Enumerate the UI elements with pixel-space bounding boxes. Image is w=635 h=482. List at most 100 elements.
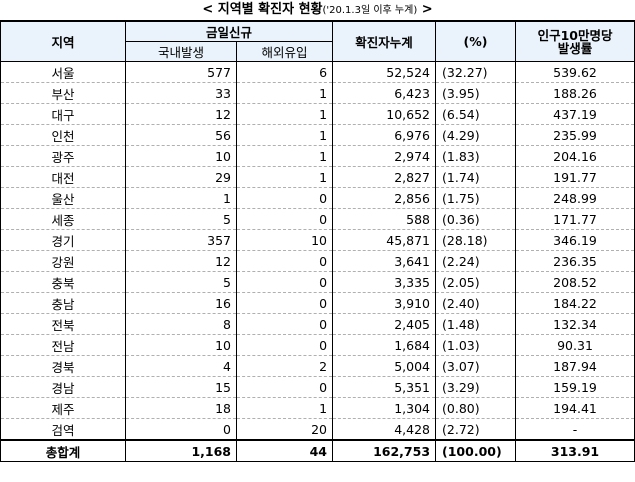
row-rate: 346.19 — [515, 229, 635, 251]
header-rate: 인구10만명당 발생률 — [515, 20, 635, 62]
row-percent: (6.54) — [435, 103, 517, 125]
table-caption: < 지역별 확진자 현황('20.1.3일 이후 누계) > — [0, 0, 635, 20]
header-rate-line2: 발생률 — [557, 40, 593, 56]
row-percent: (3.07) — [435, 355, 517, 377]
header-rate-line1: 인구10만명당 — [537, 27, 613, 43]
row-region: 충남 — [0, 292, 126, 314]
row-rate: - — [515, 418, 635, 441]
row-percent: (0.80) — [435, 397, 517, 419]
header-cumulative: 확진자누계 — [332, 20, 437, 62]
row-percent: (4.29) — [435, 124, 517, 146]
row-region: 전남 — [0, 334, 126, 356]
total-overseas: 44 — [235, 439, 334, 462]
row-region: 경북 — [0, 355, 126, 377]
row-overseas: 1 — [235, 124, 334, 146]
table-row: 세종 5 0 588 (0.36) 171.77 — [0, 208, 635, 230]
header-percent: (%) — [435, 20, 517, 62]
row-overseas: 0 — [235, 187, 334, 209]
row-domestic: 18 — [125, 397, 237, 419]
table-row: 경북 4 2 5,004 (3.07) 187.94 — [0, 355, 635, 377]
row-overseas: 0 — [235, 271, 334, 293]
table-row: 울산 1 0 2,856 (1.75) 248.99 — [0, 187, 635, 209]
row-region: 전북 — [0, 313, 126, 335]
row-region: 대구 — [0, 103, 126, 125]
row-rate: 204.16 — [515, 145, 635, 167]
row-percent: (1.74) — [435, 166, 517, 188]
row-overseas: 1 — [235, 397, 334, 419]
row-overseas: 20 — [235, 418, 334, 441]
row-percent: (0.36) — [435, 208, 517, 230]
row-region: 서울 — [0, 61, 126, 83]
row-percent: (2.40) — [435, 292, 517, 314]
total-region: 총합계 — [0, 439, 126, 462]
row-domestic: 5 — [125, 208, 237, 230]
table-row: 충북 5 0 3,335 (2.05) 208.52 — [0, 271, 635, 293]
row-rate: 539.62 — [515, 61, 635, 83]
row-domestic: 1 — [125, 187, 237, 209]
row-rate: 248.99 — [515, 187, 635, 209]
row-region: 대전 — [0, 166, 126, 188]
row-overseas: 0 — [235, 208, 334, 230]
row-region: 강원 — [0, 250, 126, 272]
row-rate: 437.19 — [515, 103, 635, 125]
row-overseas: 1 — [235, 82, 334, 104]
table-body: 서울 577 6 52,524 (32.27) 539.62 부산 33 1 6,423 (3.95… — [0, 61, 635, 441]
row-overseas: 0 — [235, 250, 334, 272]
row-domestic: 357 — [125, 229, 237, 251]
total-cumulative: 162,753 — [332, 439, 437, 462]
row-overseas: 1 — [235, 145, 334, 167]
table-row: 검역 0 20 4,428 (2.72) - — [0, 418, 635, 441]
table-row: 전남 10 0 1,684 (1.03) 90.31 — [0, 334, 635, 356]
row-domestic: 16 — [125, 292, 237, 314]
row-percent: (3.29) — [435, 376, 517, 398]
row-percent: (1.75) — [435, 187, 517, 209]
row-rate: 171.77 — [515, 208, 635, 230]
table-row: 대구 12 1 10,652 (6.54) 437.19 — [0, 103, 635, 125]
row-domestic: 0 — [125, 418, 237, 441]
row-region: 제주 — [0, 397, 126, 419]
row-percent: (28.18) — [435, 229, 517, 251]
row-cumulative: 2,405 — [332, 313, 437, 335]
row-cumulative: 1,684 — [332, 334, 437, 356]
row-region: 검역 — [0, 418, 126, 441]
total-rate: 313.91 — [515, 439, 635, 462]
row-rate: 132.34 — [515, 313, 635, 335]
row-domestic: 4 — [125, 355, 237, 377]
caption-prefix: < — [202, 2, 214, 17]
row-region: 경남 — [0, 376, 126, 398]
row-rate: 235.99 — [515, 124, 635, 146]
row-cumulative: 52,524 — [332, 61, 437, 83]
row-cumulative: 4,428 — [332, 418, 437, 441]
row-overseas: 0 — [235, 292, 334, 314]
row-overseas: 0 — [235, 334, 334, 356]
header-overseas: 해외유입 — [235, 41, 334, 62]
table-row: 충남 16 0 3,910 (2.40) 184.22 — [0, 292, 635, 314]
row-rate: 194.41 — [515, 397, 635, 419]
row-percent: (32.27) — [435, 61, 517, 83]
total-row: 총합계 1,168 44 162,753 (100.00) 313.91 — [0, 439, 635, 462]
table-row: 서울 577 6 52,524 (32.27) 539.62 — [0, 61, 635, 83]
table-row: 부산 33 1 6,423 (3.95) 188.26 — [0, 82, 635, 104]
row-cumulative: 5,351 — [332, 376, 437, 398]
row-percent: (1.03) — [435, 334, 517, 356]
table-row: 강원 12 0 3,641 (2.24) 236.35 — [0, 250, 635, 272]
row-domestic: 8 — [125, 313, 237, 335]
row-cumulative: 45,871 — [332, 229, 437, 251]
row-overseas: 1 — [235, 103, 334, 125]
row-cumulative: 588 — [332, 208, 437, 230]
row-percent: (1.48) — [435, 313, 517, 335]
row-domestic: 15 — [125, 376, 237, 398]
table-row: 광주 10 1 2,974 (1.83) 204.16 — [0, 145, 635, 167]
row-cumulative: 2,827 — [332, 166, 437, 188]
row-region: 부산 — [0, 82, 126, 104]
row-percent: (2.72) — [435, 418, 517, 441]
row-percent: (3.95) — [435, 82, 517, 104]
row-cumulative: 6,976 — [332, 124, 437, 146]
row-cumulative: 3,641 — [332, 250, 437, 272]
row-region: 경기 — [0, 229, 126, 251]
caption-title: 지역별 확진자 현황 — [217, 2, 323, 17]
row-cumulative: 5,004 — [332, 355, 437, 377]
table-row: 제주 18 1 1,304 (0.80) 194.41 — [0, 397, 635, 419]
total-domestic: 1,168 — [125, 439, 237, 462]
row-domestic: 29 — [125, 166, 237, 188]
